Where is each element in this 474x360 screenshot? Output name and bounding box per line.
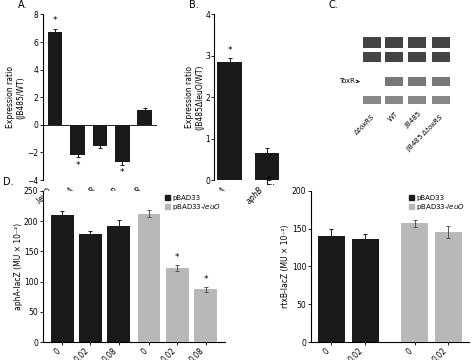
FancyBboxPatch shape — [385, 37, 403, 48]
Y-axis label: aphA-lacZ (MU × 10⁻²): aphA-lacZ (MU × 10⁻²) — [14, 223, 23, 310]
Bar — [115, 125, 129, 162]
FancyBboxPatch shape — [408, 37, 426, 48]
Text: *: * — [203, 275, 208, 284]
FancyBboxPatch shape — [385, 77, 403, 86]
FancyBboxPatch shape — [363, 96, 381, 104]
Text: *: * — [227, 46, 232, 55]
Bar — [79, 234, 102, 342]
Legend: pBAD33, pBAD33-$\it{leuO}$: pBAD33, pBAD33-$\it{leuO}$ — [408, 194, 466, 213]
Text: B.: B. — [189, 0, 199, 10]
Bar — [194, 289, 217, 342]
Y-axis label: Expression ratio
(JB485ΔleuO/WT): Expression ratio (JB485ΔleuO/WT) — [184, 64, 204, 130]
Bar — [401, 223, 428, 342]
FancyBboxPatch shape — [408, 96, 426, 104]
FancyBboxPatch shape — [363, 37, 381, 48]
Text: ToxR: ToxR — [339, 78, 359, 85]
Bar — [51, 215, 73, 342]
FancyBboxPatch shape — [363, 52, 381, 62]
Bar — [70, 125, 85, 155]
Bar — [138, 214, 160, 342]
Y-axis label: rtxB-lacZ (MU × 10⁻²): rtxB-lacZ (MU × 10⁻²) — [282, 225, 291, 308]
FancyBboxPatch shape — [408, 77, 426, 86]
Text: *: * — [120, 168, 125, 177]
Text: E.: E. — [266, 177, 275, 187]
Text: *: * — [175, 253, 180, 262]
Text: JB485 $\Delta$$\it{toxRS}$: JB485 $\Delta$$\it{toxRS}$ — [403, 111, 446, 153]
Bar — [435, 233, 462, 342]
Text: *: * — [75, 161, 80, 170]
Text: *: * — [53, 17, 57, 26]
Y-axis label: Expression ratio
(JB485/WT): Expression ratio (JB485/WT) — [7, 66, 26, 128]
FancyBboxPatch shape — [431, 52, 450, 62]
Bar — [255, 153, 279, 180]
Text: WT: WT — [387, 111, 399, 122]
Bar — [218, 62, 242, 180]
FancyBboxPatch shape — [408, 52, 426, 62]
FancyBboxPatch shape — [431, 77, 450, 86]
Bar — [92, 125, 107, 145]
Bar — [48, 32, 63, 125]
Bar — [352, 239, 379, 342]
Text: D.: D. — [2, 177, 13, 187]
FancyBboxPatch shape — [385, 96, 403, 104]
FancyBboxPatch shape — [431, 37, 450, 48]
Bar — [166, 268, 189, 342]
Bar — [108, 226, 130, 342]
Text: $\Delta$$\it{toxRS}$: $\Delta$$\it{toxRS}$ — [351, 111, 377, 137]
Legend: pBAD33, pBAD33-$\it{leuO}$: pBAD33, pBAD33-$\it{leuO}$ — [164, 194, 222, 213]
FancyBboxPatch shape — [385, 52, 403, 62]
Bar — [318, 236, 345, 342]
FancyBboxPatch shape — [431, 96, 450, 104]
Text: JB485: JB485 — [404, 111, 422, 129]
Bar — [137, 109, 152, 125]
Text: A.: A. — [18, 0, 27, 10]
Text: C.: C. — [329, 0, 338, 10]
